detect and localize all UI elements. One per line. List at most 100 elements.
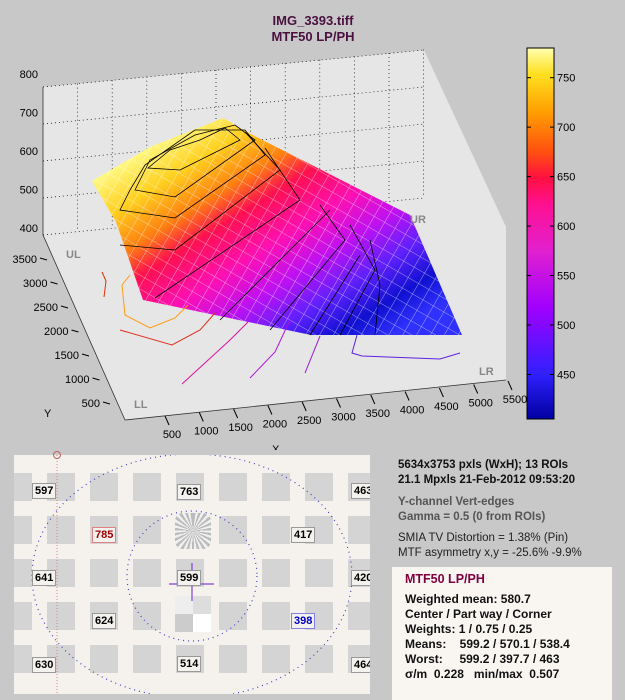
svg-text:MTF50 LP/PH: MTF50 LP/PH: [271, 29, 354, 44]
x-axis-label: X: [272, 444, 280, 450]
roi-value-normal: 597: [32, 483, 57, 499]
z-tick-label: 500: [20, 185, 38, 197]
chart-square: [219, 473, 247, 501]
chart-image-panel: 597 763 463 785 417 641 599 420 624 398 630 514 464: [14, 455, 370, 694]
colorbar-tick-label: 450: [557, 369, 575, 381]
chart-square: [219, 516, 247, 544]
worst: Worst: 599.2 / 397.7 / 463: [405, 652, 560, 666]
roi-value-normal: 417: [291, 527, 316, 543]
y-tick-label: 500: [82, 398, 100, 410]
x-tick: [198, 412, 204, 422]
summary-title: MTF50 LP/PH: [405, 572, 485, 586]
x-tick: [507, 380, 513, 391]
roi-value-normal: 463: [351, 483, 370, 499]
info-gamma: Gamma = 0.5 (0 from ROIs): [398, 511, 546, 523]
y-tick-label: 1000: [65, 374, 89, 386]
roi-value-normal: 599: [177, 570, 202, 586]
colorbar-tick-label: 700: [557, 122, 575, 134]
x-tick: [473, 384, 479, 394]
chart-square: [90, 645, 118, 673]
chart-square: [219, 645, 247, 673]
z-tick-label: 400: [20, 223, 38, 235]
corner-label-ur: UR: [410, 214, 426, 226]
y-tick: [60, 305, 69, 309]
corner-label-ul: UL: [66, 249, 81, 261]
x-tick-label: 3000: [331, 412, 355, 424]
corner-labels: UL UR LR LL: [66, 214, 494, 411]
x-tick: [164, 415, 170, 426]
chart-square: [90, 473, 118, 501]
chart-square: [262, 516, 290, 544]
chart-square: [14, 559, 32, 587]
info-date: 21.1 Mpxls 21-Feb-2012 09:53:20: [398, 474, 576, 486]
info-asymmetry: MTF asymmetry x,y = -25.6% -9.9%: [398, 547, 582, 559]
means: Means: 599.2 / 570.1 / 538.4: [405, 637, 570, 651]
chart-square: [47, 602, 75, 630]
x-tick-label: 1500: [228, 422, 252, 434]
corner-label-lr: LR: [479, 366, 494, 378]
colorbar-tick-label: 550: [557, 271, 575, 283]
x-tick-label: 1000: [194, 426, 218, 438]
title: IMG_3393.tiff MTF50 LP/PH: [271, 13, 354, 44]
colorbar-tick-label: 650: [557, 172, 575, 184]
y-tick-label: 3000: [23, 278, 47, 290]
colorbar: [526, 47, 555, 420]
weighted-mean: Weighted mean: 580.7: [405, 592, 531, 606]
x-tick-label: 5000: [468, 398, 492, 410]
roi-value-normal: 420: [351, 570, 370, 586]
mtf-surface: [92, 118, 462, 385]
y-axis-label: Y: [44, 408, 52, 420]
colorbar-tick-label: 750: [557, 73, 575, 85]
y-tick-label: 2500: [34, 302, 58, 314]
chart-square: [305, 559, 333, 587]
chart-square: [14, 516, 32, 544]
roi-value-max: 785: [92, 527, 117, 543]
roi-value-normal: 763: [177, 484, 202, 500]
x-tick: [301, 401, 307, 412]
chart-square: [90, 559, 118, 587]
floor-contours: [101, 271, 461, 385]
info-distortion: SMIA TV Distortion = 1.38% (Pin): [398, 532, 569, 544]
x-tick: [438, 387, 444, 398]
corner-label-ll: LL: [134, 399, 148, 411]
chart-square: [133, 516, 161, 544]
x-tick: [267, 405, 273, 415]
roi-value-normal: 630: [32, 657, 57, 673]
chart-square: [133, 473, 161, 501]
y-tick: [102, 401, 111, 405]
y-tick: [81, 353, 90, 357]
x-tick-label: 2500: [297, 415, 321, 427]
x-tick: [336, 398, 341, 408]
y-tick: [50, 281, 58, 285]
info-dimensions: 5634x3753 pxls (WxH); 13 ROIs: [398, 459, 569, 471]
roi-value-normal: 641: [32, 570, 57, 586]
gray-patches: [175, 596, 211, 632]
chart-square: [348, 602, 370, 630]
y-tick-label: 1500: [55, 350, 79, 362]
x-tick: [404, 391, 410, 401]
weights: Weights: 1 / 0.75 / 0.25: [405, 622, 533, 636]
y-tick: [71, 329, 79, 333]
chart-square: [133, 559, 161, 587]
z-tick-label: 800: [20, 69, 38, 81]
chart-square: [14, 602, 32, 630]
y-tick: [92, 377, 100, 381]
roi-value-normal: 464: [351, 657, 370, 673]
roi-value-normal: 514: [177, 656, 202, 672]
x-tick-label: 4000: [400, 405, 424, 417]
regions: Center / Part way / Corner: [405, 607, 552, 621]
info-channel: Y-channel Vert-edges: [398, 496, 515, 508]
y-tick-label: 3500: [13, 254, 37, 266]
x-tick: [370, 394, 376, 405]
z-tick-label: 600: [20, 146, 38, 158]
z-tick-label: 700: [20, 108, 38, 120]
chart-square: [47, 516, 75, 544]
chart-square: [262, 559, 290, 587]
chart-square: [14, 473, 32, 501]
y-tick: [39, 257, 48, 261]
y-tick-label: 2000: [44, 326, 68, 338]
contour-lines: [119, 124, 381, 336]
chart-square: [262, 473, 290, 501]
siemens-star: [175, 513, 211, 549]
x-tick-label: 2000: [263, 419, 287, 431]
